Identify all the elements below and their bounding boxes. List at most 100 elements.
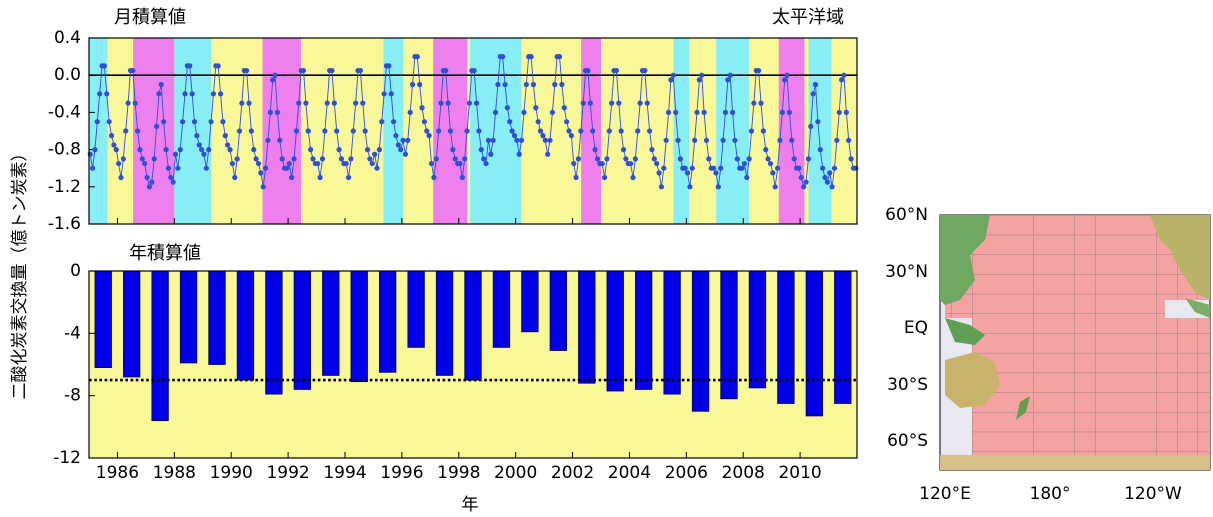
monthly-point (739, 166, 744, 171)
monthly-point (156, 91, 161, 96)
monthly-point (706, 156, 711, 161)
monthly-point (398, 147, 403, 152)
bar (465, 271, 481, 380)
monthly-point (363, 128, 368, 133)
monthly-point (822, 175, 827, 180)
panel-title: 年積算値 (129, 243, 201, 264)
monthly-point (152, 156, 157, 161)
y-tick-label: 0 (70, 261, 81, 281)
monthly-point (751, 101, 756, 106)
monthly-point (486, 138, 491, 143)
monthly-point (270, 77, 275, 82)
monthly-point (161, 119, 166, 124)
monthly-point (450, 147, 455, 152)
monthly-point (825, 180, 830, 185)
monthly-point (505, 105, 510, 110)
y-tick-label: 0.4 (54, 28, 81, 48)
monthly-point (140, 156, 145, 161)
monthly-point (699, 73, 704, 78)
monthly-point (92, 147, 97, 152)
monthly-point (168, 175, 173, 180)
monthly-point (453, 156, 458, 161)
monthly-point (173, 152, 178, 157)
monthly-point (123, 128, 128, 133)
monthly-point (538, 128, 543, 133)
monthly-point (405, 138, 410, 143)
map-grid (945, 215, 1210, 470)
monthly-point (619, 128, 624, 133)
monthly-point (711, 166, 716, 171)
monthly-point (216, 63, 221, 68)
figure: 0.40.0-0.4-0.8-1.2-1.60-4-8-121986198819… (0, 0, 1213, 517)
monthly-point (692, 138, 697, 143)
monthly-point (370, 161, 375, 166)
monthly-point (581, 101, 586, 106)
monthly-point (256, 161, 261, 166)
monthly-point (578, 128, 583, 133)
monthly-point (789, 138, 794, 143)
monthly-point (232, 175, 237, 180)
monthly-point (190, 91, 195, 96)
monthly-point (118, 175, 123, 180)
monthly-point (770, 170, 775, 175)
monthly-point (645, 101, 650, 106)
monthly-point (199, 147, 204, 152)
monthly-point (642, 68, 647, 73)
bar (180, 271, 196, 363)
monthly-point (595, 156, 600, 161)
map: 60°N 30°N EQ 30°S 60°S 120°E 180° 120°W (885, 205, 1210, 504)
bar (209, 271, 225, 365)
monthly-point (116, 161, 121, 166)
monthly-point (488, 152, 493, 157)
monthly-point (251, 147, 256, 152)
monthly-point (694, 110, 699, 115)
monthly-point (163, 147, 168, 152)
monthly-point (827, 170, 832, 175)
monthly-point (600, 161, 605, 166)
x-tick-label: 1990 (210, 463, 253, 483)
monthly-point (367, 156, 372, 161)
y-tick-label: -0.8 (48, 140, 81, 160)
monthly-point (159, 82, 164, 87)
monthly-point (438, 101, 443, 106)
monthly-point (410, 82, 415, 87)
bar (95, 271, 111, 368)
monthly-point (777, 138, 782, 143)
monthly-point (310, 156, 315, 161)
monthly-point (517, 152, 522, 157)
monthly-point (460, 175, 465, 180)
monthly-point (630, 175, 635, 180)
x-tick-label: 1996 (380, 463, 423, 483)
monthly-point (178, 147, 183, 152)
monthly-point (332, 101, 337, 106)
bar (266, 271, 282, 394)
monthly-point (507, 119, 512, 124)
x-tick-label: 1992 (266, 463, 309, 483)
bar (835, 271, 851, 403)
monthly-point (744, 175, 749, 180)
bar (152, 271, 168, 421)
monthly-point (510, 128, 515, 133)
monthly-point (502, 82, 507, 87)
monthly-point (635, 128, 640, 133)
monthly-point (372, 152, 377, 157)
y-tick-label: 0.0 (54, 65, 81, 85)
monthly-point (766, 156, 771, 161)
monthly-point (550, 110, 555, 115)
monthly-point (175, 166, 180, 171)
monthly-point (806, 156, 811, 161)
monthly-point (201, 152, 206, 157)
monthly-point (204, 166, 209, 171)
monthly-point (609, 101, 614, 106)
monthly-point (434, 156, 439, 161)
monthly-point (194, 133, 199, 138)
monthly-point (763, 147, 768, 152)
bar (379, 271, 395, 372)
monthly-point (621, 147, 626, 152)
monthly-point (782, 77, 787, 82)
x-tick-label: 2002 (551, 463, 594, 483)
monthly-point (336, 147, 341, 152)
x-tick-label: 1994 (323, 463, 366, 483)
monthly-point (351, 128, 356, 133)
x-tick-label: 2010 (778, 463, 821, 483)
